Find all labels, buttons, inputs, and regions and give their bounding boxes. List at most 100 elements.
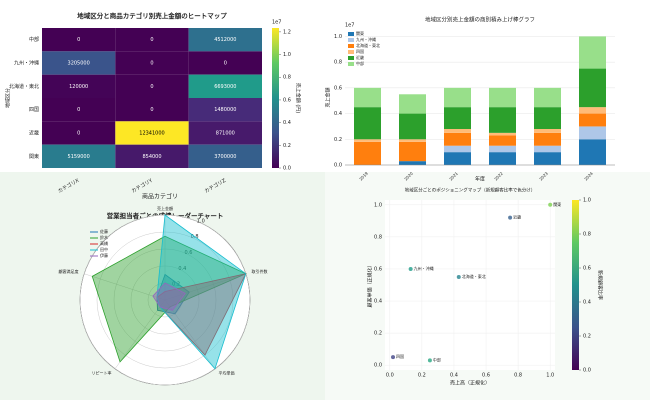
bar-segment xyxy=(489,87,516,108)
colorbar-tick-label: 1.0 xyxy=(583,198,591,204)
y-tick-label: 0.2 xyxy=(374,331,382,337)
heat-cell xyxy=(188,74,262,98)
x-tick-label: 2023 xyxy=(538,171,549,182)
x-axis-label: 商品カテゴリ xyxy=(142,193,178,201)
axis-label: 取引件数 xyxy=(252,268,268,274)
legend-label: 佐藤 xyxy=(100,228,108,234)
spoke xyxy=(84,273,166,301)
radar-area xyxy=(156,214,247,370)
x-tick-label: 2020 xyxy=(403,171,414,182)
point xyxy=(508,215,513,220)
point xyxy=(391,355,396,360)
y-offset: 1e7 xyxy=(345,23,354,29)
legend-label: 伊藤 xyxy=(100,252,108,258)
cell-label: 0 xyxy=(150,84,153,90)
cell-label: 0 xyxy=(150,61,153,67)
legend-label: 九州・沖縄 xyxy=(356,36,376,42)
bar-segment xyxy=(579,139,606,165)
legend-label: 北海道・東北 xyxy=(356,42,380,48)
row-label: 近畿 xyxy=(29,130,39,137)
chart-title: 地域区分ごとのポジショニングマップ（新規顧客比率で色分け） xyxy=(405,187,535,194)
heat-cell xyxy=(188,51,262,75)
y-axis-label: 売上金額 xyxy=(325,87,332,107)
y-tick-label: 0.6 xyxy=(334,85,342,91)
legend-swatch xyxy=(348,32,354,36)
r-tick-label: 0.2 xyxy=(172,282,180,288)
x-tick-label: 2022 xyxy=(493,171,504,182)
r-tick-label: 0.6 xyxy=(184,250,192,256)
heat-cell xyxy=(188,121,262,145)
bar-segment xyxy=(579,113,606,127)
cell-label: 0 xyxy=(77,107,80,113)
legend-label: 田中 xyxy=(100,246,108,252)
colorbar-tick-label: 0.8 xyxy=(583,232,591,238)
legend-swatch xyxy=(348,38,354,42)
x-tick-label: 0.0 xyxy=(386,373,394,379)
spoke xyxy=(164,299,216,369)
colorbar-tick-label: 0.6 xyxy=(283,97,291,103)
axis-label: 売上金額 xyxy=(157,205,173,211)
point xyxy=(548,202,553,207)
legend-label: 中部 xyxy=(356,60,364,66)
bar-segment xyxy=(579,36,606,69)
point-label: 四国 xyxy=(396,353,404,359)
chart-title: 地域区分別売上金額の商別積み上げ棒グラフ xyxy=(425,16,535,24)
bar-segment xyxy=(399,94,426,114)
row-label: 九州・沖縄 xyxy=(14,60,39,67)
point-label: 中部 xyxy=(433,356,441,362)
point-label: 九州・沖縄 xyxy=(414,265,434,271)
colorbar-tick-label: 0.0 xyxy=(583,368,591,374)
bar-segment xyxy=(534,152,561,165)
heat-cell xyxy=(115,28,189,52)
y-axis-label: 地域区分 xyxy=(5,88,12,108)
plot-area xyxy=(385,200,555,370)
legend-swatch xyxy=(348,62,354,66)
legend-label: 近畿 xyxy=(356,54,364,60)
bar-segment xyxy=(354,87,381,108)
bar-segment xyxy=(444,129,471,133)
heat-cell xyxy=(42,74,116,98)
legend-swatch xyxy=(348,50,354,54)
heat-cell xyxy=(42,28,116,52)
x-tick-label: 0.6 xyxy=(482,373,490,379)
r-tick-label: 1.0 xyxy=(197,218,205,224)
colorbar-tick-label: 0.4 xyxy=(583,300,591,306)
bar-segment xyxy=(354,107,381,140)
y-tick-label: 0.0 xyxy=(374,363,382,369)
bar-segment xyxy=(489,132,516,136)
heat-cell xyxy=(188,144,262,168)
x-tick-label: 0.8 xyxy=(514,373,522,379)
bar-segment xyxy=(489,145,516,153)
chart-title: 地域区分と商品カテゴリ別売上金額のヒートマップ xyxy=(77,11,227,20)
cell-label: 0 xyxy=(77,131,80,137)
cell-label: 12341000 xyxy=(139,131,164,137)
heat-cell xyxy=(42,121,116,145)
cell-label: 0 xyxy=(224,61,227,67)
heat-cell xyxy=(115,74,189,98)
x-tick-label: 2021 xyxy=(448,171,459,182)
bar-segment xyxy=(354,139,381,142)
axis-label: 顧客満足度 xyxy=(58,268,78,274)
y-tick-label: 0.4 xyxy=(374,299,382,305)
cell-label: 854000 xyxy=(142,154,161,160)
y-tick-label: 0.8 xyxy=(334,60,342,66)
axis-label: 平均単価 xyxy=(218,370,234,376)
cell-label: 4512000 xyxy=(214,37,236,43)
cell-label: 6693000 xyxy=(214,84,236,90)
radar-area xyxy=(156,273,247,356)
bar-segment xyxy=(399,139,426,142)
bar-segment xyxy=(444,152,471,165)
bar-segment xyxy=(399,113,426,140)
row-label: 北海道・東北 xyxy=(9,83,39,90)
cell-label: 871000 xyxy=(216,131,235,137)
bar-segment xyxy=(489,135,516,146)
radar-area xyxy=(156,273,190,315)
bar-segment xyxy=(399,161,426,165)
colorbar-tick-label: 0.2 xyxy=(283,143,291,149)
legend-swatch xyxy=(348,44,354,48)
y-tick-label: 0.4 xyxy=(334,111,342,117)
heat-cell xyxy=(188,98,262,122)
y-tick-label: 0.8 xyxy=(374,234,382,240)
colorbar-label: 売上金額 (円) xyxy=(295,83,302,114)
point xyxy=(408,266,413,271)
